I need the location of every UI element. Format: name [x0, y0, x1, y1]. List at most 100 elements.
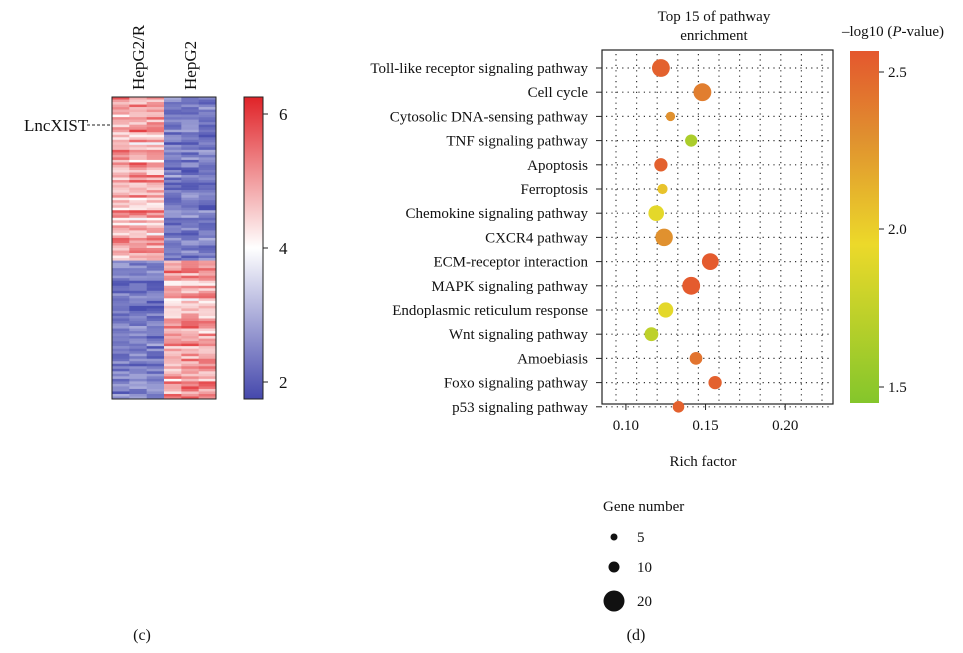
heatmap-cell	[198, 104, 217, 108]
pvalue-colorbar	[850, 51, 879, 403]
heatmap-cell	[198, 376, 217, 380]
heatmap-cell	[112, 293, 130, 297]
heatmap-cell	[146, 318, 165, 322]
heatmap-cell	[164, 383, 182, 387]
heatmap-cell	[164, 260, 182, 264]
heatmap-cell	[112, 202, 130, 206]
heatmap-cell	[112, 152, 130, 156]
heatmap-cell	[181, 270, 199, 274]
bubble-point	[689, 352, 703, 365]
heatmap-cell	[181, 338, 199, 342]
heatmap-cell	[181, 308, 199, 312]
heatmap-cell	[181, 298, 199, 302]
heatmap-cell	[129, 348, 147, 352]
x-tick-label: 0.10	[613, 418, 639, 434]
heatmap-cell	[181, 346, 199, 349]
heatmap-cell	[181, 265, 199, 269]
heatmap-cell	[112, 185, 130, 188]
heatmap-cell	[129, 169, 147, 173]
heatmap-cell	[129, 152, 147, 156]
heatmap-cell	[181, 280, 199, 284]
heatmap-cell	[129, 172, 147, 176]
heatmap-cell	[129, 265, 147, 269]
heatmap-cell	[112, 220, 130, 224]
heatmap-cell	[129, 253, 147, 256]
heatmap-cell	[198, 202, 217, 206]
heatmap-cell	[146, 263, 165, 266]
heatmap-cell	[129, 225, 147, 229]
heatmap-cell	[164, 207, 182, 211]
heatmap-cell	[198, 320, 217, 324]
heatmap-cell	[164, 265, 182, 269]
heatmap-cell	[198, 361, 217, 365]
heatmap-cell	[164, 227, 182, 231]
heatmap-cell	[129, 162, 147, 166]
heatmap-cell	[112, 366, 130, 370]
heatmap-cell	[181, 109, 199, 113]
heatmap-cell	[181, 250, 199, 254]
heatmap-cell	[164, 336, 182, 339]
heatmap-cell	[112, 122, 130, 125]
heatmap-cell	[198, 127, 217, 131]
heatmap-cell	[112, 144, 130, 148]
heatmap-cell	[198, 210, 217, 214]
bubble-point	[655, 228, 673, 247]
heatmap-cell	[164, 210, 182, 214]
heatmap-cell	[146, 373, 165, 377]
heatmap-cell	[146, 278, 165, 282]
heatmap-cell	[112, 167, 130, 171]
heatmap-cell	[129, 147, 147, 151]
heatmap-cell	[129, 197, 147, 201]
heatmap-cell	[181, 192, 199, 196]
heatmap-cell	[181, 162, 199, 166]
heatmap-cell	[146, 225, 165, 229]
heatmap-cell	[181, 381, 199, 385]
heatmap-cell	[164, 273, 182, 276]
heatmap-cell	[164, 202, 182, 206]
heatmap-cell	[198, 154, 217, 158]
heatmap-cell	[164, 164, 182, 168]
bubble-point	[665, 111, 676, 122]
heatmap-cell	[112, 328, 130, 332]
heatmap-cell	[146, 348, 165, 352]
heatmap-cell	[164, 102, 182, 105]
pathway-label: TNF signaling pathway	[446, 134, 588, 150]
heatmap-cell	[164, 144, 182, 148]
heatmap-cell	[146, 147, 165, 151]
heatmap-cell	[164, 373, 182, 377]
heatmap-cell	[198, 122, 217, 125]
heatmap-cell	[164, 132, 182, 136]
heatmap-panel: HepG2/R HepG2 LncXIST 6 4 2 (c)	[24, 24, 288, 644]
heatmap-cell	[146, 232, 165, 236]
heatmap-cell	[181, 293, 199, 297]
heatmap-cell	[164, 381, 182, 385]
heatmap-cell	[164, 250, 182, 254]
heatmap-cell	[146, 328, 165, 332]
heatmap-cell	[146, 383, 165, 387]
heatmap-cell	[181, 117, 199, 120]
heatmap-cell	[181, 180, 199, 183]
heatmap-cell	[129, 388, 147, 392]
heatmap-cell	[146, 220, 165, 224]
heatmap-cell	[181, 396, 199, 400]
heatmap-cell	[164, 169, 182, 173]
heatmap-cell	[112, 263, 130, 266]
panel-c-label: (c)	[133, 627, 151, 644]
heatmap-cell	[181, 343, 199, 347]
heatmap-cell	[129, 391, 147, 395]
heatmap-cell	[146, 260, 165, 264]
heatmap-cell	[129, 107, 147, 110]
heatmap-cell	[129, 336, 147, 339]
heatmap-cell	[181, 341, 199, 344]
heatmap-cell	[112, 290, 130, 294]
heatmap-cell	[164, 371, 182, 375]
heatmap-cell	[129, 212, 147, 216]
heatmap-cell	[146, 300, 165, 304]
heatmap-cell	[146, 242, 165, 246]
heatmap-cell	[112, 182, 130, 186]
heatmap-cell	[129, 270, 147, 274]
heatmap-cell	[146, 207, 165, 211]
heatmap-cell	[146, 230, 165, 234]
heatmap-cell	[181, 376, 199, 380]
pvalue-colorbar-tick-label: 2.5	[888, 65, 907, 81]
